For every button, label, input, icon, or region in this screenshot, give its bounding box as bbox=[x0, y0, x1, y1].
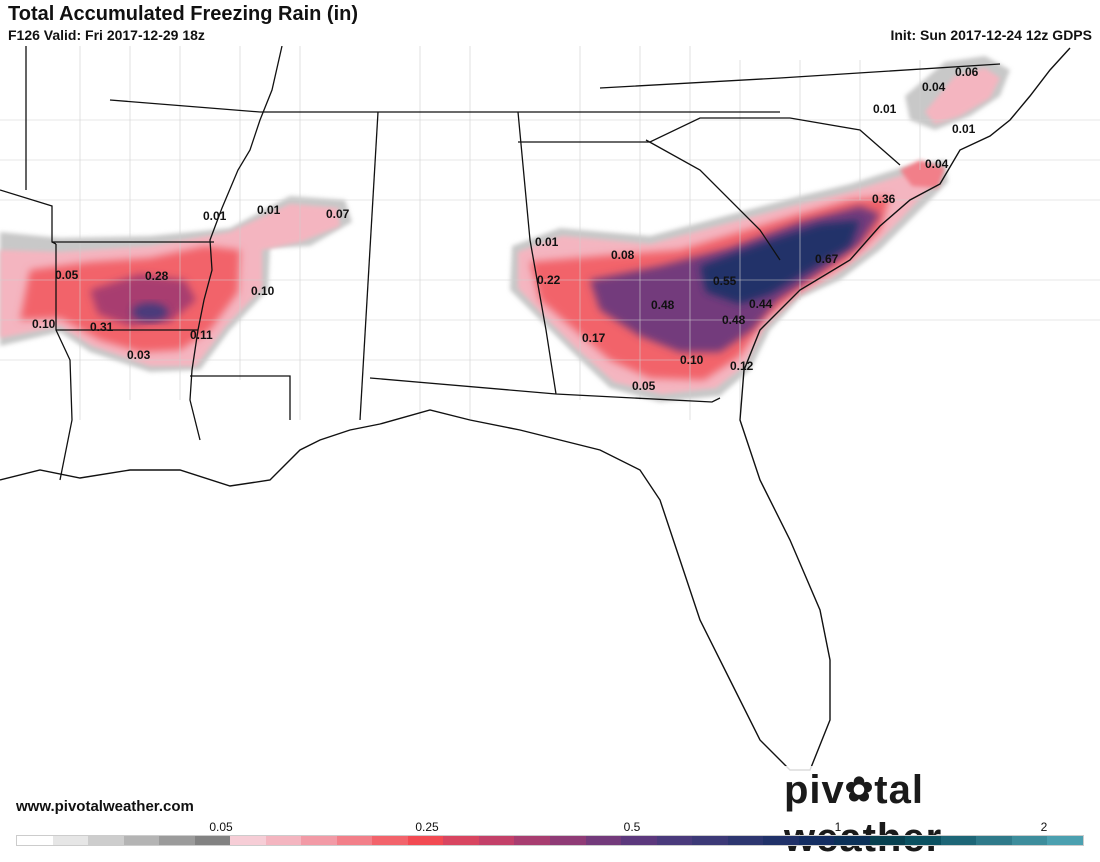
colorbar-cell bbox=[727, 836, 764, 845]
colorbar-cell bbox=[336, 836, 373, 845]
map-label: 0.55 bbox=[713, 274, 737, 288]
header: Total Accumulated Freezing Rain (in) F12… bbox=[0, 0, 1100, 46]
map-label: 0.22 bbox=[537, 273, 561, 287]
map-label: 0.05 bbox=[632, 379, 656, 393]
map-label: 0.03 bbox=[127, 348, 151, 362]
map-label: 0.04 bbox=[922, 80, 946, 94]
map-label: 0.01 bbox=[952, 122, 976, 136]
colorbar-cell bbox=[1047, 836, 1083, 845]
colorbar-cell bbox=[585, 836, 622, 845]
colorbar-tick-labels: 0.05 0.25 0.5 1 2 bbox=[0, 820, 1100, 834]
map-label: 0.17 bbox=[582, 331, 606, 345]
map-label: 0.28 bbox=[145, 269, 169, 283]
colorbar-cell bbox=[88, 836, 124, 845]
valid-time: F126 Valid: Fri 2017-12-29 18z bbox=[8, 27, 205, 43]
map-label: 0.48 bbox=[722, 313, 746, 327]
map-label: 0.44 bbox=[749, 297, 773, 311]
precip-purple-west bbox=[90, 274, 196, 326]
colorbar-cell bbox=[230, 836, 266, 845]
colorbar-cell bbox=[834, 836, 870, 845]
map-label: 0.67 bbox=[815, 252, 839, 266]
colorbar-cell bbox=[301, 836, 337, 845]
map-label: 0.10 bbox=[680, 353, 704, 367]
init-time: Init: Sun 2017-12-24 12z GDPS bbox=[890, 27, 1092, 43]
map-label: 0.36 bbox=[872, 192, 896, 206]
colorbar-cell bbox=[52, 836, 89, 845]
colorbar-cell bbox=[123, 836, 160, 845]
colorbar-cell bbox=[621, 836, 657, 845]
gear-icon: ✿ bbox=[844, 771, 875, 809]
map-label: 0.01 bbox=[535, 235, 559, 249]
colorbar-tick: 0.5 bbox=[623, 820, 641, 834]
colorbar bbox=[16, 835, 1084, 846]
colorbar-cell bbox=[869, 836, 906, 845]
map-panel: 0.06 0.04 0.01 0.01 0.04 0.36 0.67 0.55 … bbox=[0, 46, 1100, 821]
colorbar-cell bbox=[692, 836, 728, 845]
colorbar-cell bbox=[265, 836, 302, 845]
colorbar-tick: 0.25 bbox=[415, 820, 439, 834]
logo-text-start: piv bbox=[784, 768, 845, 812]
map-label: 0.01 bbox=[257, 203, 281, 217]
map-svg: 0.06 0.04 0.01 0.01 0.04 0.36 0.67 0.55 … bbox=[0, 46, 1100, 771]
colorbar-cell bbox=[159, 836, 195, 845]
state-boundaries bbox=[0, 46, 1001, 481]
colorbar-cell bbox=[478, 836, 515, 845]
colorbar-cell bbox=[194, 836, 231, 845]
map-label: 0.08 bbox=[611, 248, 635, 262]
map-label: 0.07 bbox=[326, 207, 350, 221]
precip-pink-ne bbox=[925, 68, 1000, 124]
colorbar-cell bbox=[549, 836, 586, 845]
website-url: www.pivotalweather.com bbox=[16, 798, 194, 815]
map-label: 0.01 bbox=[873, 102, 897, 116]
map-title: Total Accumulated Freezing Rain (in) bbox=[8, 3, 359, 25]
pivotal-weather-logo: piv✿tal weather bbox=[778, 766, 1100, 862]
precip-pink-ne2 bbox=[900, 160, 945, 188]
colorbar-cell bbox=[940, 836, 977, 845]
colorbar-cell bbox=[407, 836, 444, 845]
colorbar-tick: 0.05 bbox=[209, 820, 233, 834]
map-label: 0.11 bbox=[190, 328, 213, 342]
map-label: 0.12 bbox=[730, 359, 754, 373]
map-label: 0.48 bbox=[651, 298, 675, 312]
map-label: 0.06 bbox=[955, 65, 979, 79]
coastline bbox=[0, 47, 1071, 771]
map-label: 0.01 bbox=[203, 209, 227, 223]
colorbar-cell bbox=[656, 836, 693, 845]
colorbar-cell bbox=[17, 836, 53, 845]
colorbar-tick: 2 bbox=[1040, 820, 1048, 834]
map-label: 0.05 bbox=[55, 268, 79, 282]
colorbar-cell bbox=[1011, 836, 1048, 845]
colorbar-cell bbox=[763, 836, 799, 845]
precip-core-west bbox=[132, 303, 168, 321]
colorbar-cell bbox=[905, 836, 941, 845]
map-label: 0.10 bbox=[32, 317, 56, 331]
freezing-rain-shading bbox=[0, 56, 1010, 402]
colorbar-cell bbox=[798, 836, 835, 845]
colorbar-cell bbox=[514, 836, 550, 845]
colorbar-cell bbox=[372, 836, 408, 845]
colorbar-cell bbox=[443, 836, 479, 845]
map-label: 0.31 bbox=[90, 320, 114, 334]
map-label: 0.10 bbox=[251, 284, 275, 298]
colorbar-cell bbox=[976, 836, 1012, 845]
map-label: 0.04 bbox=[925, 157, 949, 171]
map-value-labels: 0.06 0.04 0.01 0.01 0.04 0.36 0.67 0.55 … bbox=[32, 65, 979, 393]
colorbar-tick: 1 bbox=[834, 820, 842, 834]
